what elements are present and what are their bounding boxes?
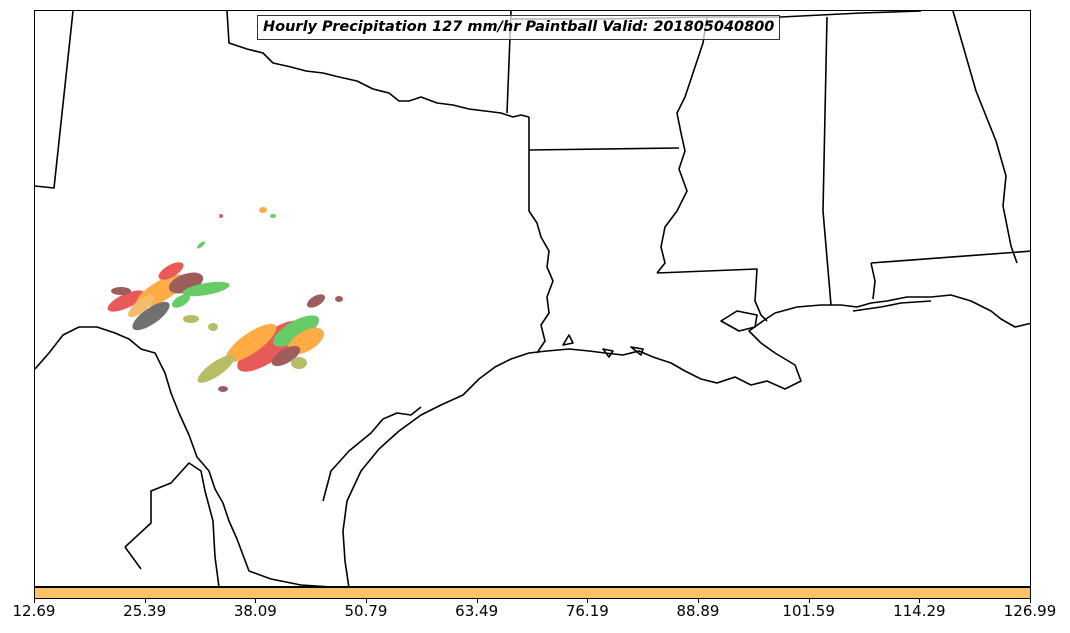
colorbar-tick-label: 25.39 bbox=[123, 602, 167, 620]
colorbar bbox=[34, 587, 1031, 599]
colorbar-tick-label: 50.79 bbox=[344, 602, 388, 620]
precip-blob bbox=[306, 294, 326, 308]
precip-blob bbox=[208, 323, 218, 331]
colorbar-tick-label: 76.19 bbox=[565, 602, 609, 620]
precip-blob bbox=[291, 357, 307, 369]
border-mexico-coahuila bbox=[124, 462, 220, 586]
state-boundary-al-fl bbox=[870, 250, 1030, 264]
colorbar-tick-mark bbox=[587, 599, 589, 603]
precip-blob bbox=[335, 296, 343, 302]
colorbar-tick-mark bbox=[255, 599, 257, 603]
state-boundary-al-ga bbox=[952, 11, 1018, 264]
colorbar-tick-label: 63.49 bbox=[455, 602, 499, 620]
border-rio-grande bbox=[35, 326, 329, 586]
precip-blob bbox=[225, 323, 277, 363]
coastline-louisiana bbox=[604, 312, 802, 390]
precip-blob bbox=[219, 214, 223, 218]
colorbar-tick-label: 38.09 bbox=[233, 602, 277, 620]
state-boundary-red-river bbox=[226, 11, 530, 118]
state-boundary-la-ms bbox=[656, 268, 768, 322]
colorbar-tick-mark bbox=[476, 599, 478, 603]
map-title: Hourly Precipitation 127 mm/hr Paintball… bbox=[257, 15, 781, 40]
state-boundary-ar-la bbox=[528, 147, 680, 151]
state-boundary-ms-al bbox=[822, 16, 832, 306]
precip-blob bbox=[171, 294, 191, 308]
precip-blob bbox=[270, 214, 276, 218]
colorbar-tick-mark bbox=[808, 599, 810, 603]
colorbar-tick-mark bbox=[144, 599, 146, 603]
colorbar-tick-mark bbox=[1030, 599, 1031, 603]
colorbar-tick-label: 114.29 bbox=[893, 602, 946, 620]
precip-blob bbox=[182, 281, 230, 297]
colorbar-tick-label: 126.99 bbox=[1003, 602, 1057, 620]
colorbar-tick-mark bbox=[366, 599, 367, 603]
precip-blob bbox=[158, 262, 184, 280]
precip-blob bbox=[271, 345, 301, 367]
coastline-gulf-east bbox=[774, 294, 1030, 328]
state-boundary-mississippi-river bbox=[656, 16, 708, 274]
precipitation-paintball bbox=[107, 207, 343, 392]
map-canvas bbox=[35, 11, 1030, 586]
colorbar-tick-label: 88.89 bbox=[676, 602, 720, 620]
precip-blob bbox=[183, 315, 199, 323]
precip-blob bbox=[107, 290, 145, 312]
precip-blob bbox=[196, 241, 206, 249]
precip-blob bbox=[132, 301, 170, 331]
colorbar-tick-mark bbox=[698, 599, 699, 603]
precip-blob bbox=[218, 386, 228, 392]
colorbar-tick-label: 12.69 bbox=[12, 602, 56, 620]
map-panel bbox=[34, 10, 1031, 587]
precip-blob bbox=[128, 294, 154, 318]
precip-blob bbox=[272, 315, 320, 347]
state-boundary-nm bbox=[35, 11, 74, 189]
state-boundary-sabine bbox=[528, 117, 554, 354]
precip-blob bbox=[111, 287, 131, 295]
colorbar-tick-mark bbox=[919, 599, 921, 603]
colorbar-tick-mark bbox=[34, 599, 35, 603]
coastline-texas bbox=[342, 348, 606, 586]
colorbar-tick-label: 101.59 bbox=[782, 602, 835, 620]
precip-blob bbox=[197, 355, 235, 383]
precip-blob bbox=[259, 207, 267, 213]
